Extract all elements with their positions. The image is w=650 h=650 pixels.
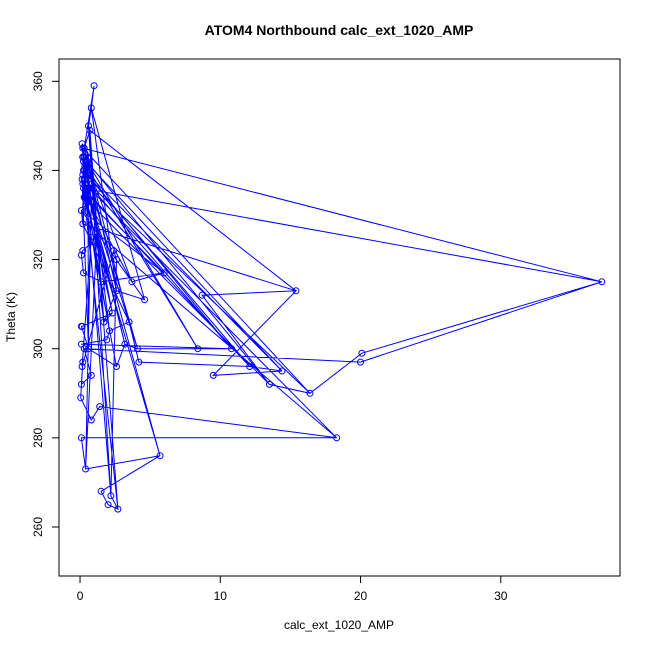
data-point	[81, 162, 89, 170]
data-point	[82, 189, 90, 197]
y-axis: 260 280 300 320 340 360	[31, 71, 60, 537]
data-point	[198, 291, 206, 299]
data-point	[87, 198, 95, 206]
x-tick-label: 20	[354, 589, 368, 603]
data-point	[89, 238, 97, 246]
data-point	[113, 256, 120, 264]
data-point	[160, 269, 168, 277]
data-point	[113, 287, 120, 295]
data-point	[80, 269, 87, 277]
data-point	[87, 233, 95, 241]
data-point	[81, 180, 89, 188]
data-point	[333, 434, 341, 442]
x-tick-label: 30	[494, 589, 508, 603]
data-point	[81, 193, 89, 201]
data-point	[79, 180, 87, 188]
data-point	[93, 229, 101, 237]
data-point	[97, 278, 105, 286]
data-point	[135, 358, 143, 366]
data-point	[265, 380, 273, 388]
y-tick-label: 280	[31, 428, 45, 448]
y-tick-label: 360	[31, 71, 45, 91]
y-tick-label: 340	[31, 160, 45, 180]
data-point	[85, 175, 92, 183]
data-point	[194, 345, 202, 353]
y-axis-label: Theta (K)	[4, 292, 18, 342]
data-point	[96, 403, 104, 411]
data-point	[80, 175, 88, 183]
data-point	[156, 452, 164, 460]
data-point	[358, 349, 366, 357]
data-point	[209, 371, 217, 379]
data-point	[598, 278, 606, 286]
data-point	[79, 358, 87, 366]
x-axis: 0 10 20 30	[77, 575, 508, 603]
data-point	[82, 465, 90, 473]
data-point	[306, 389, 314, 397]
data-point	[128, 278, 136, 286]
data-point	[110, 247, 118, 255]
y-tick-label: 300	[31, 338, 45, 358]
data-point	[228, 345, 235, 353]
data-point	[84, 149, 92, 157]
y-tick-label: 260	[31, 517, 45, 537]
data-point	[82, 184, 90, 192]
data-point	[103, 336, 111, 344]
data-point	[80, 158, 87, 165]
data-point	[246, 363, 254, 370]
data-point	[90, 82, 98, 90]
data-point	[87, 416, 95, 424]
data-point	[104, 501, 112, 509]
data-point	[77, 394, 85, 402]
x-axis-label: calc_ext_1020_AMP	[284, 618, 394, 632]
data-point	[82, 202, 90, 210]
data-point	[78, 140, 86, 148]
data-point	[77, 380, 85, 388]
data-point	[107, 492, 115, 500]
data-point	[121, 340, 129, 348]
data-point	[80, 153, 88, 161]
data-point	[86, 184, 94, 192]
data-point	[100, 318, 108, 326]
y-tick-label: 320	[31, 249, 45, 269]
data-point	[80, 166, 87, 174]
data-point	[79, 171, 87, 179]
data-point	[77, 251, 85, 259]
data-point	[292, 287, 300, 295]
data-point	[80, 144, 88, 152]
data-point	[141, 296, 149, 304]
data-point	[134, 345, 141, 353]
data-series	[77, 82, 606, 513]
data-point	[79, 247, 87, 255]
data-point	[114, 505, 122, 513]
data-point	[87, 371, 95, 379]
data-point	[108, 309, 116, 317]
chart-title: ATOM4 Northbound calc_ext_1020_AMP	[205, 22, 474, 38]
data-point	[78, 363, 86, 370]
data-point	[125, 318, 133, 326]
data-point	[85, 345, 92, 353]
data-point	[83, 162, 91, 170]
data-point	[113, 363, 120, 370]
data-point	[278, 367, 286, 375]
data-point	[87, 104, 95, 112]
x-tick-label: 0	[77, 589, 84, 603]
data-point	[106, 327, 113, 335]
data-point	[80, 345, 88, 353]
data-point	[86, 126, 94, 134]
x-tick-label: 10	[214, 589, 228, 603]
data-point	[97, 487, 105, 495]
data-point	[77, 207, 85, 214]
data-point	[79, 220, 87, 228]
data-point	[77, 322, 85, 330]
data-point	[85, 122, 92, 130]
data-point	[357, 358, 364, 366]
data-point	[77, 434, 85, 442]
